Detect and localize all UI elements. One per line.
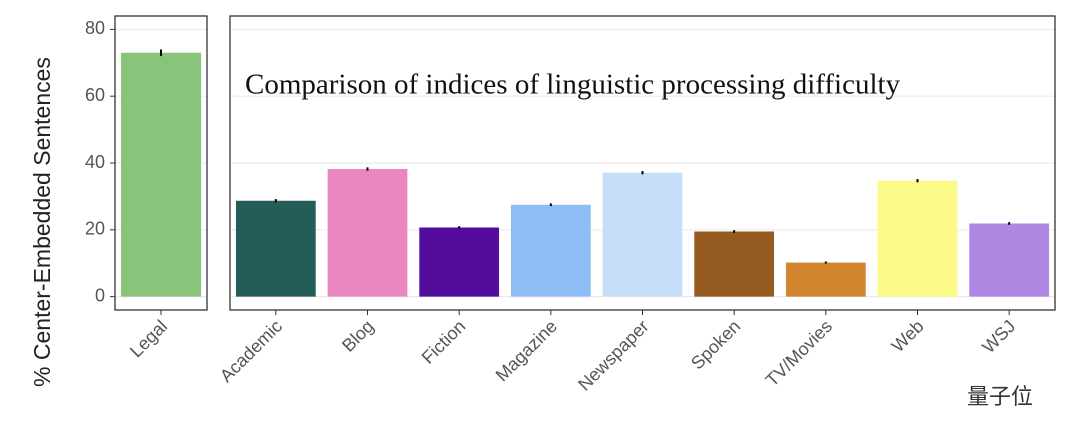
y-tick-label: 40 [85, 152, 105, 172]
x-tick-label: Blog [338, 316, 378, 356]
bar [235, 200, 316, 297]
x-tick-label: Newspaper [574, 316, 653, 395]
bar [510, 204, 591, 297]
bar [877, 180, 958, 297]
x-tick-label: Magazine [492, 316, 561, 385]
x-tick-label: Spoken [687, 316, 744, 373]
panel-border [229, 15, 1056, 311]
y-axis-label: % Center-Embedded Sentences [29, 57, 55, 387]
y-tick-label: 20 [85, 219, 105, 239]
bar [419, 227, 500, 297]
x-tick-label: TV/Movies [762, 316, 836, 390]
bar [602, 172, 683, 297]
y-tick-label: 0 [95, 285, 105, 305]
bar [785, 262, 866, 297]
y-tick-label: 60 [85, 85, 105, 105]
x-tick-label: Web [888, 316, 928, 356]
x-tick-label: Fiction [418, 316, 470, 368]
x-tick-label: Legal [126, 316, 171, 361]
y-tick-label: 80 [85, 18, 105, 38]
chart-title: Comparison of indices of linguistic proc… [245, 69, 901, 101]
x-tick-label: WSJ [978, 316, 1019, 357]
bar [694, 231, 775, 297]
x-tick-label: Academic [216, 316, 286, 386]
bar [327, 169, 408, 297]
panel-border [114, 15, 208, 311]
bar [969, 223, 1050, 297]
bar [120, 52, 202, 297]
watermark: 量子位 [967, 384, 1033, 409]
